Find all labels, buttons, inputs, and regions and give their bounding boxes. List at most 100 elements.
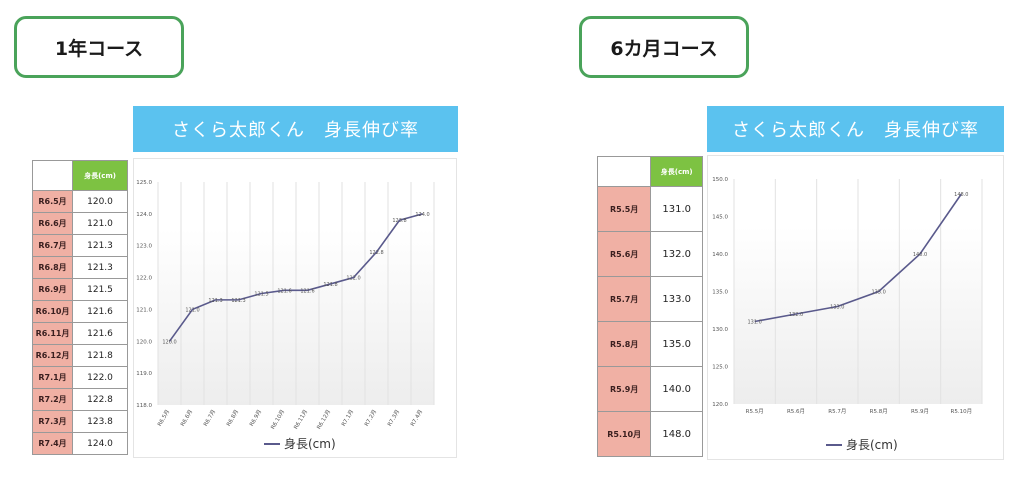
month-cell: R5.9月 — [596, 366, 652, 412]
height-cell: 148.0 — [650, 411, 703, 457]
y-tick-label: 120.0 — [136, 339, 152, 345]
height-cell: 121.8 — [72, 344, 128, 367]
height-cell: 124.0 — [72, 432, 128, 455]
chart-svg-6month: 120.0 125.0 130.0 135.0 140.0 145.0 150.0 R5.5月… — [712, 177, 983, 415]
data-label: 121.0 — [185, 307, 199, 313]
data-label: 121.3 — [231, 298, 245, 304]
x-tick-label: R5.8月 — [870, 408, 888, 415]
table-row: R6.5月 120.0 — [31, 190, 128, 213]
table-row: R6.10月 121.6 — [31, 300, 128, 323]
y-tick-label: 135.0 — [712, 290, 728, 296]
x-tick-label: R7.2月 — [363, 409, 378, 428]
table-row: R7.2月 122.8 — [31, 388, 128, 411]
table-row: R6.8月 121.3 — [31, 256, 128, 279]
data-label: 122.8 — [369, 250, 383, 256]
data-label: 121.8 — [323, 282, 337, 288]
chart-banner-1year: さくら太郎くん 身長伸び率 — [133, 106, 458, 152]
month-cell: R6.5月 — [31, 190, 74, 213]
month-cell: R6.8月 — [31, 256, 74, 279]
data-label: 140.0 — [913, 252, 927, 258]
month-cell: R5.5月 — [596, 186, 652, 232]
chart-svg-1year: 118.0 119.0 120.0 121.0 122.0 123.0 124.0 125.0… — [136, 180, 435, 431]
height-cell: 133.0 — [650, 276, 703, 322]
table-row: R5.7月 133.0 — [596, 276, 703, 322]
table-row: R7.3月 123.8 — [31, 410, 128, 433]
height-cell: 122.8 — [72, 388, 128, 411]
data-label: 121.3 — [208, 298, 222, 304]
month-cell: R6.12月 — [31, 344, 74, 367]
y-tick-label: 145.0 — [712, 215, 728, 221]
table-header-height: 身長(cm) — [72, 160, 128, 191]
chart-banner-6month: さくら太郎くん 身長伸び率 — [707, 106, 1004, 152]
x-tick-label: R6.10月 — [269, 409, 286, 431]
legend-swatch — [826, 443, 842, 446]
height-cell: 121.0 — [72, 212, 128, 235]
height-cell: 121.5 — [72, 278, 128, 301]
x-tick-label: R6.7月 — [202, 409, 217, 428]
height-cell: 121.6 — [72, 322, 128, 345]
y-tick-label: 125.0 — [136, 180, 152, 186]
table-row: R6.11月 121.6 — [31, 322, 128, 345]
x-tick-label: R5.5月 — [746, 408, 764, 415]
y-tick-label: 125.0 — [712, 365, 728, 371]
month-cell: R6.11月 — [31, 322, 74, 345]
y-tick-label: 140.0 — [712, 252, 728, 258]
height-table-6month: 身長(cm) R5.5月 131.0 R5.6月 132.0 R5.7月 133.0 R5.8… — [596, 156, 703, 457]
table-header-blank — [596, 156, 652, 187]
table-row: R6.12月 121.8 — [31, 344, 128, 367]
legend-swatch — [264, 442, 280, 445]
y-tick-label: 121.0 — [136, 307, 152, 313]
table-header-blank — [31, 160, 74, 191]
y-tick-label: 150.0 — [712, 177, 728, 183]
month-cell: R5.10月 — [596, 411, 652, 457]
month-cell: R5.6月 — [596, 231, 652, 277]
table-row: R7.1月 122.0 — [31, 366, 128, 389]
series-line — [168, 213, 423, 342]
y-tick-label: 122.0 — [136, 276, 152, 282]
height-cell: 131.0 — [650, 186, 703, 232]
data-label: 148.0 — [954, 192, 968, 198]
height-cell: 121.3 — [72, 234, 128, 257]
table-row: R5.5月 131.0 — [596, 186, 703, 232]
x-tick-label: R6.12月 — [315, 409, 332, 431]
month-cell: R7.4月 — [31, 432, 74, 455]
y-tick-label: 130.0 — [712, 327, 728, 333]
y-tick-label: 119.0 — [136, 371, 152, 377]
x-tick-label: R6.6月 — [179, 409, 194, 428]
data-label: 135.0 — [872, 290, 886, 296]
data-label: 121.6 — [277, 288, 291, 294]
table-row: R5.8月 135.0 — [596, 321, 703, 367]
x-tick-label: R5.9月 — [911, 408, 929, 415]
line-chart-6month: 120.0 125.0 130.0 135.0 140.0 145.0 150.0 R5.5月… — [707, 155, 1004, 460]
x-tick-label: R7.3月 — [386, 409, 401, 428]
height-cell: 135.0 — [650, 321, 703, 367]
data-label: 121.6 — [300, 288, 314, 294]
height-cell: 121.3 — [72, 256, 128, 279]
data-label: 124.0 — [415, 212, 429, 218]
table-header-height: 身長(cm) — [650, 156, 703, 187]
data-label: 122.0 — [346, 276, 360, 282]
data-label: 131.0 — [748, 320, 762, 326]
data-label: 123.8 — [392, 218, 406, 224]
month-cell: R6.7月 — [31, 234, 74, 257]
table-row: R5.10月 148.0 — [596, 411, 703, 457]
series-line — [754, 193, 962, 323]
height-cell: 120.0 — [72, 190, 128, 213]
table-row: R5.9月 140.0 — [596, 366, 703, 412]
x-tick-label: R6.11月 — [292, 409, 309, 431]
height-cell: 121.6 — [72, 300, 128, 323]
y-tick-label: 118.0 — [136, 403, 152, 409]
x-tick-label: R7.1月 — [340, 409, 355, 428]
x-tick-label: R5.7月 — [828, 408, 846, 415]
legend-label: 身長(cm) — [846, 438, 898, 452]
chart-legend-1year: 身長(cm) — [264, 435, 336, 452]
data-label: 121.5 — [254, 292, 268, 298]
height-cell: 122.0 — [72, 366, 128, 389]
month-cell: R7.3月 — [31, 410, 74, 433]
x-tick-label: R6.9月 — [248, 409, 263, 428]
table-row: R7.4月 124.0 — [31, 432, 128, 455]
course-label-1year: 1年コース — [14, 16, 184, 78]
data-label: 133.0 — [830, 305, 844, 311]
x-tick-label: R5.6月 — [787, 408, 805, 415]
month-cell: R5.7月 — [596, 276, 652, 322]
